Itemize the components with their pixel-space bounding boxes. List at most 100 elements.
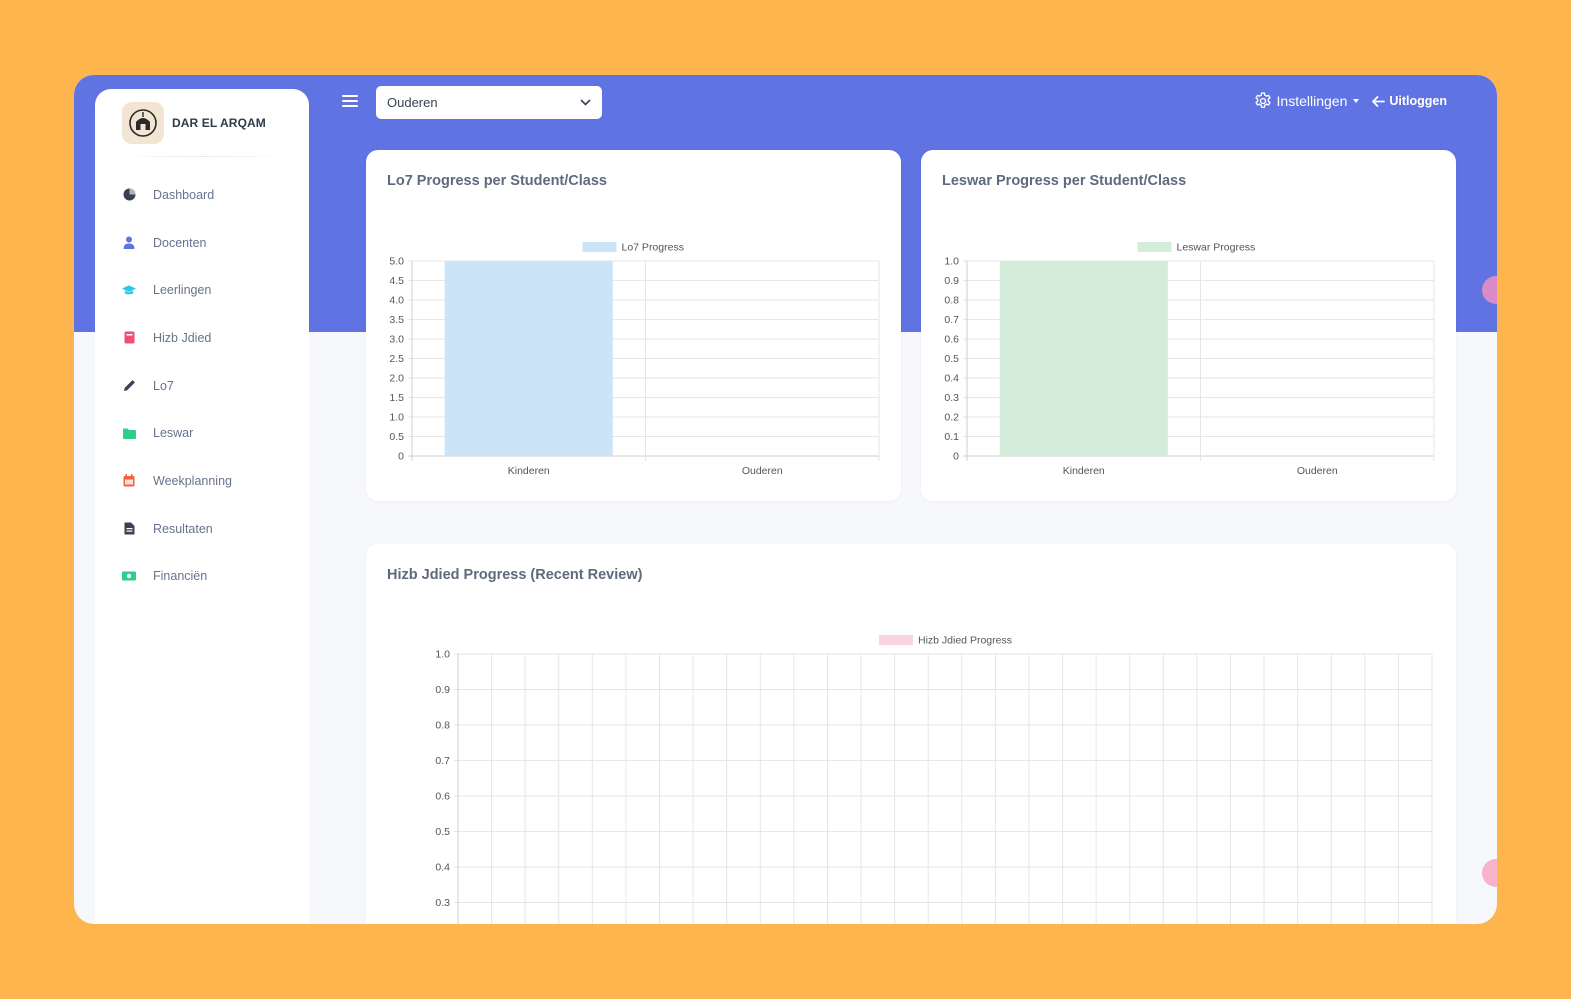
y-tick-label: 0.1: [944, 431, 959, 443]
group-select-value: Ouderen: [387, 95, 438, 110]
logout-label: Uitloggen: [1389, 94, 1447, 108]
legend-label: Lo7 Progress: [622, 242, 684, 254]
sidebar-item-weekplanning[interactable]: Weekplanning: [122, 457, 232, 505]
sidebar-item-label: Docenten: [153, 235, 207, 250]
logout-button[interactable]: Uitloggen: [1372, 94, 1447, 108]
y-tick-label: 1.0: [435, 649, 450, 661]
chart-legend: Lo7 Progress: [582, 242, 684, 254]
chart-gridlines: [454, 653, 1433, 924]
y-tick-label: 0.9: [435, 684, 450, 696]
pie-chart-icon: [122, 188, 136, 202]
legend-label: Hizb Jdied Progress: [918, 635, 1012, 647]
brand-logo: [122, 102, 164, 144]
y-tick-label: 0: [398, 451, 404, 463]
brand-name: DAR EL ARQAM: [172, 116, 266, 130]
bar: [444, 261, 613, 456]
floating-tab[interactable]: [1482, 276, 1497, 304]
leswar-bar-chart: 0 0.1 0.2 0.3 0.4 0.5 0.6 0.7 0.8 0.9 1.0 Kinderen O…: [944, 242, 1435, 477]
sidebar-item-hizb-jdied[interactable]: Hizb Jdied: [122, 314, 232, 362]
topbar-actions: Instellingen Uitloggen: [1253, 91, 1447, 111]
sidebar-item-label: Weekplanning: [153, 473, 232, 488]
caret-down-icon: [1353, 99, 1360, 103]
sidebar-item-label: Hizb Jdied: [153, 330, 212, 345]
app-window: DAR EL ARQAM Dashboard Docenten Leerli: [74, 75, 1497, 924]
y-tick-label: 0.7: [944, 314, 959, 326]
sidebar-item-docenten[interactable]: Docenten: [122, 219, 232, 267]
sidebar: DAR EL ARQAM Dashboard Docenten Leerli: [95, 89, 309, 924]
chart-legend: Leswar Progress: [1137, 242, 1256, 254]
x-tick-label: Kinderen: [1063, 465, 1105, 477]
y-tick-label: 2.0: [389, 373, 404, 385]
sidebar-item-financien[interactable]: Financiën: [122, 553, 232, 601]
lo7-chart-card: Lo7 Progress per Student/Class 0 0.5 1.0 1.…: [366, 150, 901, 501]
x-tick-label: Ouderen: [1297, 465, 1338, 477]
legend-swatch: [879, 635, 913, 645]
hizb-jdied-line-chart: 1.0 0.9 0.8 0.7 0.6 0.5 0.4 0.3 Hizb Jdied Progr…: [435, 635, 1433, 924]
sidebar-item-label: Leswar: [153, 426, 194, 441]
y-tick-label: 4.5: [389, 275, 404, 287]
group-select[interactable]: Ouderen: [376, 86, 602, 119]
pencil-icon: [122, 379, 136, 393]
y-tick-label: 0.5: [389, 431, 404, 443]
money-icon: [122, 569, 136, 583]
sidebar-item-label: Dashboard: [153, 187, 215, 202]
card-title: Leswar Progress per Student/Class: [942, 173, 1187, 189]
y-tick-label: 0.3: [435, 897, 450, 909]
chevron-down-icon: [580, 99, 591, 106]
x-tick-label: Ouderen: [742, 465, 783, 477]
y-tick-label: 5.0: [389, 256, 404, 268]
y-tick-label: 0.8: [435, 720, 450, 732]
legend-swatch: [1137, 242, 1172, 252]
y-tick-label: 1.5: [389, 392, 404, 404]
y-tick-label: 0.3: [944, 392, 959, 404]
floating-tab[interactable]: [1482, 859, 1497, 887]
sidebar-item-label: Resultaten: [153, 521, 213, 536]
sidebar-item-resultaten[interactable]: Resultaten: [122, 505, 232, 553]
sidebar-divider: [119, 156, 285, 157]
settings-dropdown[interactable]: Instellingen: [1253, 91, 1360, 111]
mosque-logo-icon: [129, 109, 157, 137]
card-title: Lo7 Progress per Student/Class: [387, 173, 607, 189]
sidebar-item-lo7[interactable]: Lo7: [122, 362, 232, 410]
y-tick-label: 0: [953, 451, 959, 463]
y-tick-label: 0.4: [944, 373, 959, 385]
y-tick-label: 0.7: [435, 755, 450, 767]
y-tick-label: 0.2: [944, 412, 959, 424]
sidebar-item-leswar[interactable]: Leswar: [122, 409, 232, 457]
gear-icon: [1254, 92, 1271, 108]
sidebar-item-label: Leerlingen: [153, 283, 212, 298]
lo7-bar-chart: 0 0.5 1.0 1.5 2.0 2.5 3.0 3.5 4.0 4.5 5.0 Kinderen O…: [389, 242, 880, 477]
sidebar-item-label: Lo7: [153, 378, 174, 393]
y-tick-label: 3.0: [389, 334, 404, 346]
y-tick-label: 2.5: [389, 353, 404, 365]
graduation-cap-icon: [122, 283, 136, 297]
sidebar-item-dashboard[interactable]: Dashboard: [122, 171, 232, 219]
y-tick-label: 1.0: [944, 256, 959, 268]
sidebar-item-leerlingen[interactable]: Leerlingen: [122, 266, 232, 314]
leswar-chart-card: Leswar Progress per Student/Class 0 0.1 0.…: [921, 150, 1456, 501]
settings-label: Instellingen: [1276, 93, 1348, 109]
legend-swatch: [582, 242, 617, 252]
user-icon: [122, 236, 136, 250]
legend-label: Leswar Progress: [1177, 242, 1256, 254]
calendar-icon: [122, 474, 136, 488]
sidebar-nav: Dashboard Docenten Leerlingen Hizb Jdied: [122, 171, 232, 600]
y-tick-label: 0.6: [435, 791, 450, 803]
y-tick-label: 0.9: [944, 275, 959, 287]
menu-toggle-icon[interactable]: [342, 95, 358, 109]
sidebar-item-label: Financiën: [153, 569, 208, 584]
hizb-jdied-chart-card: Hizb Jdied Progress (Recent Review) 1.0 0…: [366, 544, 1456, 924]
chart-legend: Hizb Jdied Progress: [879, 635, 1012, 647]
y-tick-label: 0.5: [435, 826, 450, 838]
bar: [999, 261, 1168, 456]
y-tick-label: 4.0: [389, 295, 404, 307]
x-tick-label: Kinderen: [508, 465, 550, 477]
y-tick-label: 0.4: [435, 862, 450, 874]
y-tick-label: 0.5: [944, 353, 959, 365]
card-title: Hizb Jdied Progress (Recent Review): [387, 567, 643, 583]
brand[interactable]: DAR EL ARQAM: [122, 102, 266, 144]
y-tick-label: 3.5: [389, 314, 404, 326]
book-icon: [122, 331, 136, 345]
y-tick-label: 1.0: [389, 412, 404, 424]
y-tick-label: 0.6: [944, 334, 959, 346]
